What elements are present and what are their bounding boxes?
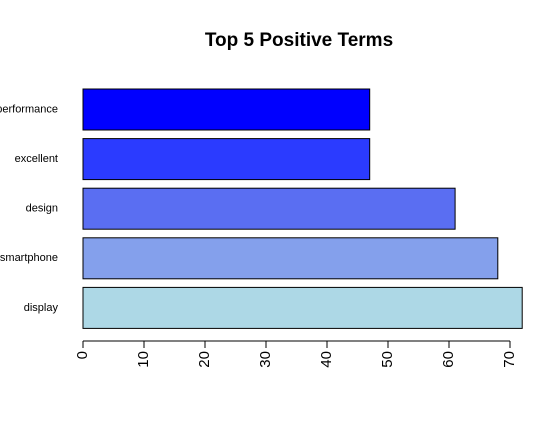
y-tick-label: performance [0, 103, 58, 115]
bar [82, 286, 523, 329]
x-tick-label: 0 [74, 351, 91, 359]
bar [82, 88, 371, 131]
x-tick-label: 30 [257, 351, 274, 368]
x-tick-label: 10 [135, 351, 152, 368]
bar [82, 187, 456, 230]
x-tick-label: 50 [379, 351, 396, 368]
x-tick-label: 20 [196, 351, 213, 368]
y-tick-label: smartphone [0, 252, 58, 264]
bar [82, 237, 499, 280]
x-tick-label: 60 [440, 351, 457, 368]
x-tick-label: 70 [501, 351, 518, 368]
x-tick-label: 40 [318, 351, 335, 368]
bar [82, 138, 371, 181]
y-tick-label: excellent [15, 153, 58, 165]
y-tick-label: design [26, 203, 58, 215]
y-tick-label: display [24, 302, 59, 314]
chart-title: Top 5 Positive Terms [205, 30, 393, 51]
